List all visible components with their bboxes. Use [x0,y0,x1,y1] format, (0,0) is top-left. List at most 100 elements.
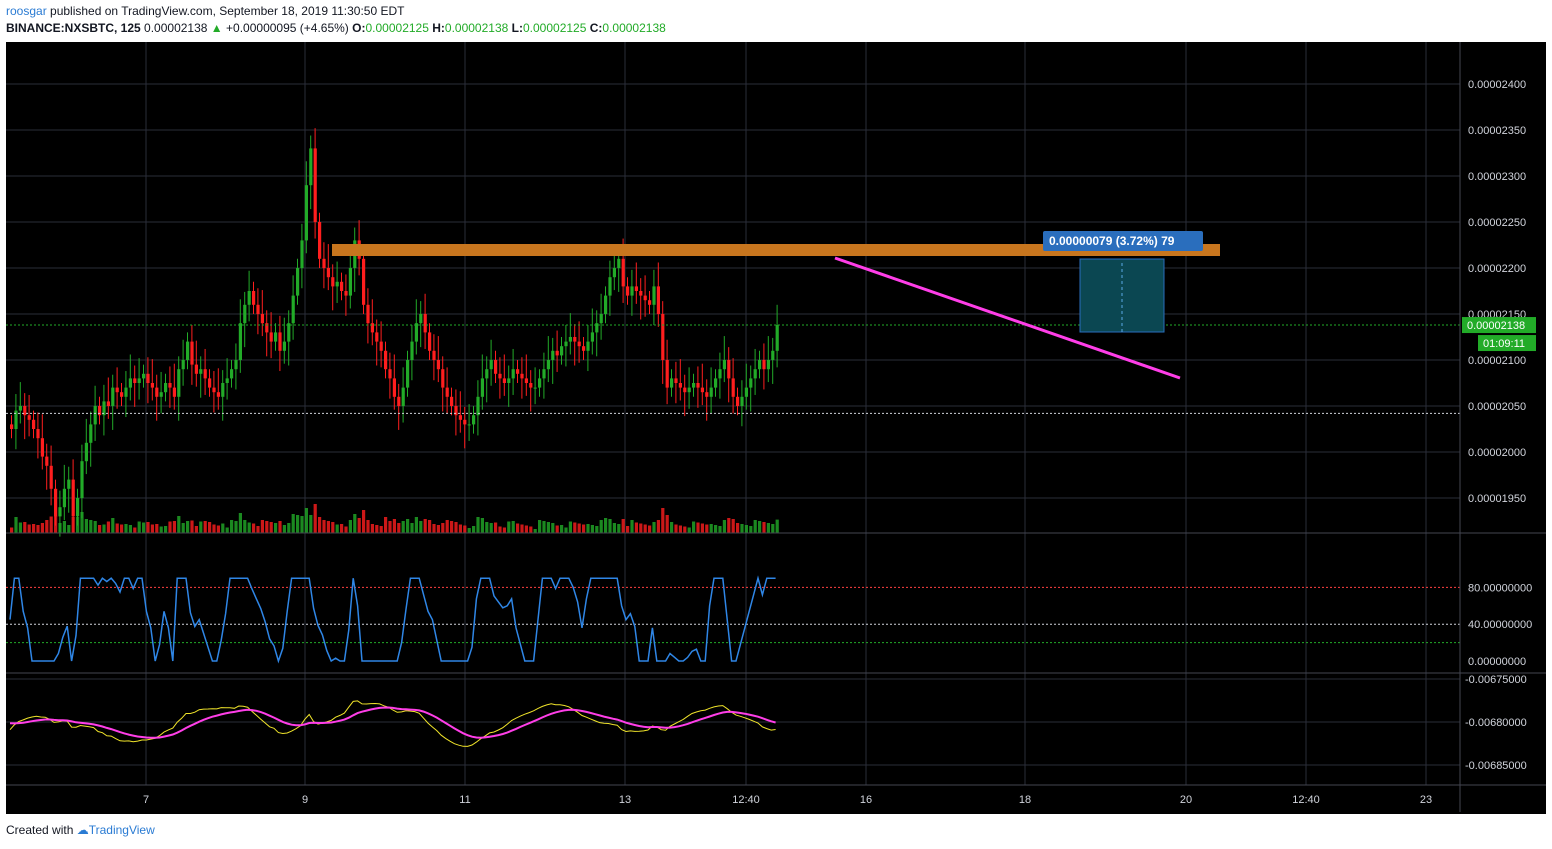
candle-body [775,325,779,351]
candle-body [639,291,643,296]
candle-body [274,332,278,342]
volume-bar [18,522,22,533]
candle-body [159,392,163,397]
volume-bar [247,522,251,533]
candle-body [344,291,348,296]
volume-bar [687,527,691,533]
close-value: 0.00002138 [602,21,666,35]
volume-bar [476,517,480,533]
candle-body [230,369,234,379]
volume-bar [489,523,493,533]
candle-body [705,392,709,397]
candle-body [617,258,621,268]
volume-bar [692,521,696,533]
candle-body [529,383,533,388]
candle-body [133,378,137,383]
date-tick-label: 11 [459,794,470,806]
volume-bar [621,519,625,533]
volume-bar [599,520,603,533]
volume-bar [133,527,137,533]
volume-bar [758,521,762,533]
candle-body [168,383,172,388]
volume-bar [146,522,150,533]
candle-body [335,281,339,287]
candle-series [10,128,779,537]
candle-body [458,415,462,420]
volume-bar [326,521,330,533]
volume-bar [410,523,414,533]
author-link[interactable]: roosgar [6,4,47,18]
candle-body [687,387,691,393]
volume-bar [472,526,476,533]
candle-body [771,350,775,360]
candle-body [476,396,480,416]
volume-bar [340,524,344,533]
tradingview-link[interactable]: TradingView [88,823,155,837]
volume-bar [62,521,66,533]
candle-body [71,479,75,517]
candle-body [58,507,62,517]
candle-body [93,406,97,425]
volume-bar [740,524,744,533]
volume-bar [186,521,190,533]
volume-bar [568,521,572,533]
publish-line: roosgar published on TradingView.com, Se… [6,4,404,18]
volume-bar [313,504,317,533]
candle-body [762,360,766,370]
candle-body [98,406,102,416]
up-arrow-icon: ▲ [210,21,223,35]
volume-bar [344,526,348,533]
high-value: 0.00002138 [444,21,509,35]
volume-bar [643,524,647,533]
candle-body [287,323,291,342]
candle-body [727,360,731,379]
volume-bar [331,522,335,533]
candle-body [67,479,71,489]
drawings-layer[interactable]: 0.00000079 (3.72%) 79 [6,231,1460,414]
date-tick-label: 12:40 [1292,794,1320,806]
high-label: H: [432,21,445,35]
volume-bar [392,519,396,533]
candle-body [634,286,638,291]
volume-bar [573,522,577,533]
volume-bar [199,521,203,533]
candle-body [577,341,581,347]
volume-bar [203,521,207,533]
candle-body [410,341,414,360]
price-tick-label: 0.00002300 [1468,171,1526,183]
countdown-tag [1478,335,1536,352]
candle-body [423,314,427,333]
date-tick-label: 18 [1019,794,1031,806]
candle-body [502,378,506,383]
volume-bar [309,515,313,533]
volume-bar [736,523,740,533]
volume-bar [115,523,119,533]
volume-bar [252,523,256,533]
volume-bar [639,523,643,533]
volume-bar [634,522,638,533]
volume-bar [256,526,260,533]
volume-bar [287,523,291,533]
volume-bar [67,525,71,533]
volume-bar [84,519,88,533]
osc-tick-label: -0.00685000 [1465,760,1527,772]
candle-body [331,277,335,287]
candle-body [186,341,190,360]
date-tick-label: 13 [619,794,631,806]
candle-body [432,350,436,360]
low-value: 0.00002125 [522,21,587,35]
volume-bar [718,526,722,533]
volume-bar [181,523,185,533]
volume-bar [36,525,40,533]
candle-body [472,415,476,425]
candle-body [388,369,392,379]
volume-bar [120,524,124,533]
symbol-name[interactable]: BINANCE:NXSBTC, 125 [6,21,141,35]
volume-bar [221,523,225,533]
date-tick-label: 7 [143,794,149,806]
candle-body [221,383,225,397]
stoch-tick-label: 80.00000000 [1468,582,1532,594]
volume-bar [164,526,168,533]
candle-body [146,373,150,383]
